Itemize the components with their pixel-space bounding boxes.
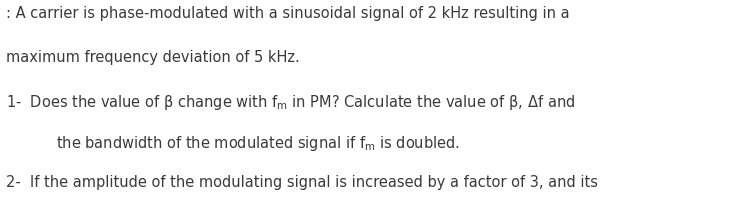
Text: 2-  If the amplitude of the modulating signal is increased by a factor of 3, and: 2- If the amplitude of the modulating si… — [6, 174, 598, 189]
Text: the bandwidth of the modulated signal if f$_\mathrm{m}$ is doubled.: the bandwidth of the modulated signal if… — [56, 133, 460, 152]
Text: : A carrier is phase-modulated with a sinusoidal signal of 2 kHz resulting in a: : A carrier is phase-modulated with a si… — [6, 6, 570, 21]
Text: maximum frequency deviation of 5 kHz.: maximum frequency deviation of 5 kHz. — [6, 50, 300, 65]
Text: 1-  Does the value of β change with f$_\mathrm{m}$ in PM? Calculate the value of: 1- Does the value of β change with f$_\m… — [6, 93, 575, 112]
